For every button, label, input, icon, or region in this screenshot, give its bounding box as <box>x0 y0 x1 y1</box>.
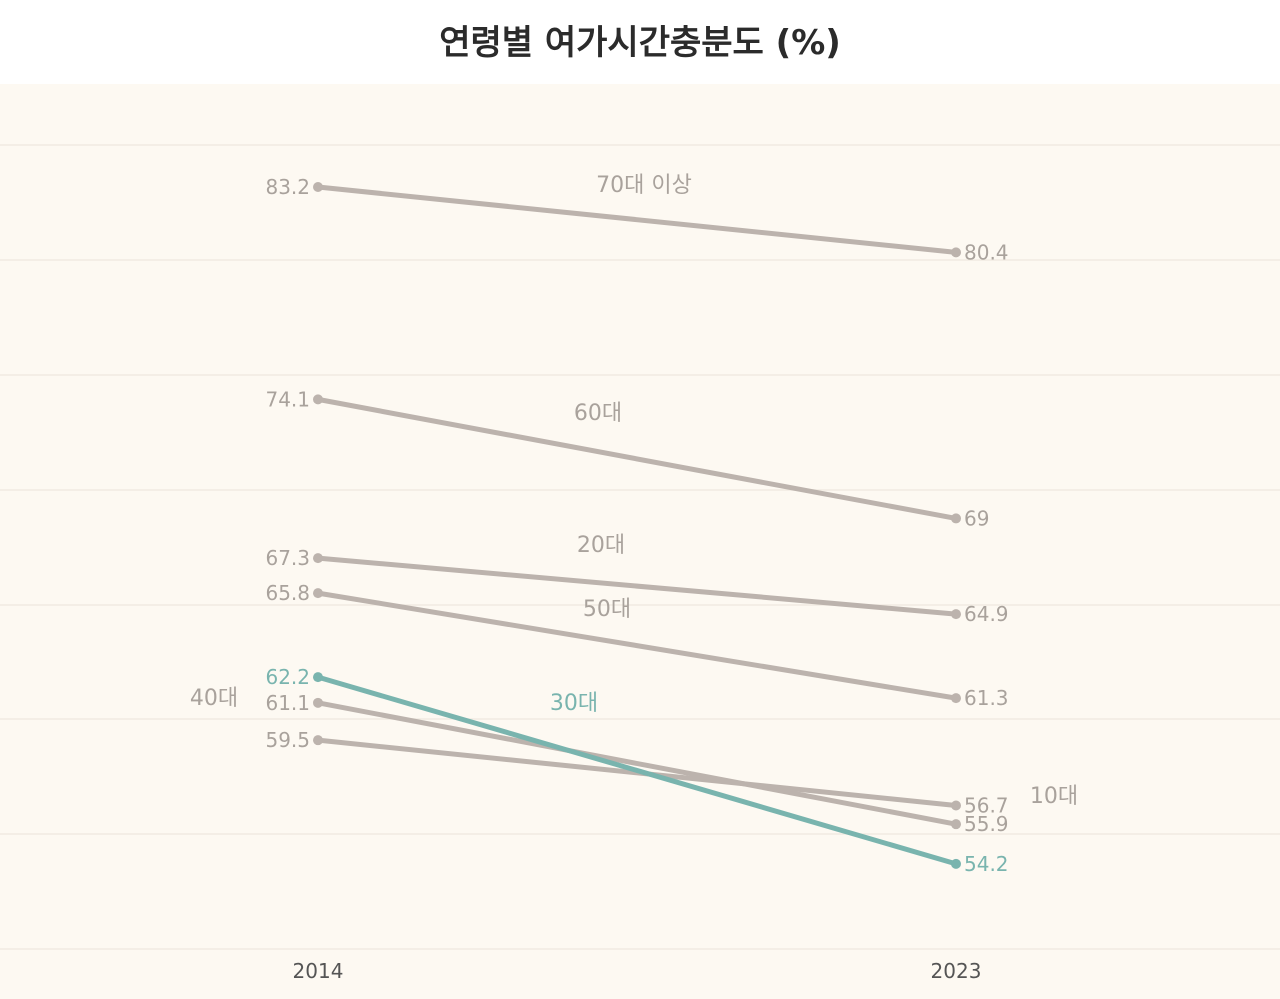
grid-lines <box>0 144 1280 950</box>
series-lines <box>313 182 961 869</box>
series-1-name-label: 70대 이상 <box>596 173 692 198</box>
series-1-value-2014: 83.2 <box>265 175 310 199</box>
x-tick-2014: 2014 <box>293 959 344 983</box>
series-1-value-2023: 80.4 <box>964 240 1009 264</box>
x-axis: 2014 2023 <box>293 959 982 983</box>
series-7-point-2014 <box>313 735 323 746</box>
series-1-line <box>315 184 959 255</box>
series-6-line <box>315 700 959 827</box>
series-labels: 83.2 80.4 70대 이상 74.1 69 60대 67.3 64.9 20대 65.8 61… <box>190 173 1078 876</box>
series-3-point-2014 <box>313 553 323 564</box>
series-2-name-label: 60대 <box>574 401 622 426</box>
series-2-value-2023: 69 <box>964 506 989 530</box>
series-1-point-2023 <box>951 247 961 258</box>
series-5-point-2014 <box>313 672 323 683</box>
series-4-point-2023 <box>951 693 961 704</box>
x-tick-2023: 2023 <box>931 959 982 983</box>
series-4-name-label: 50대 <box>583 597 631 622</box>
series-7-value-2014: 59.5 <box>265 728 310 752</box>
series-6-value-2023: 55.9 <box>964 812 1009 836</box>
series-6-point-2023 <box>951 819 961 830</box>
series-4-value-2014: 65.8 <box>265 581 310 605</box>
series-7-name-label: 10대 <box>1030 784 1078 809</box>
series-5-name-label: 30대 <box>550 691 598 716</box>
series-6-name-label: 40대 <box>190 686 238 711</box>
series-2-point-2014 <box>313 394 323 405</box>
series-3-line <box>315 555 959 617</box>
series-3-value-2014: 67.3 <box>265 546 310 570</box>
series-2-point-2023 <box>951 513 961 524</box>
series-7-value-2023: 56.7 <box>964 794 1009 818</box>
plot-background <box>0 84 1280 999</box>
series-5-value-2023: 54.2 <box>964 852 1009 876</box>
series-6-value-2014: 61.1 <box>265 691 310 715</box>
series-4-point-2014 <box>313 588 323 599</box>
series-5-line <box>315 674 959 867</box>
series-2-value-2014: 74.1 <box>265 387 310 411</box>
series-7-point-2023 <box>951 800 961 811</box>
series-1-point-2014 <box>313 182 323 192</box>
series-4-value-2023: 61.3 <box>964 686 1009 710</box>
series-5-value-2014: 62.2 <box>265 665 310 689</box>
series-4-line <box>315 590 959 701</box>
series-2-line <box>315 396 959 521</box>
series-3-value-2023: 64.9 <box>964 602 1009 626</box>
series-6-point-2014 <box>313 697 323 708</box>
series-3-name-label: 20대 <box>577 533 625 558</box>
chart-title: 연령별 여가시간충분도 (%) <box>439 23 841 63</box>
series-3-point-2023 <box>951 609 961 620</box>
series-5-point-2023 <box>951 858 961 869</box>
